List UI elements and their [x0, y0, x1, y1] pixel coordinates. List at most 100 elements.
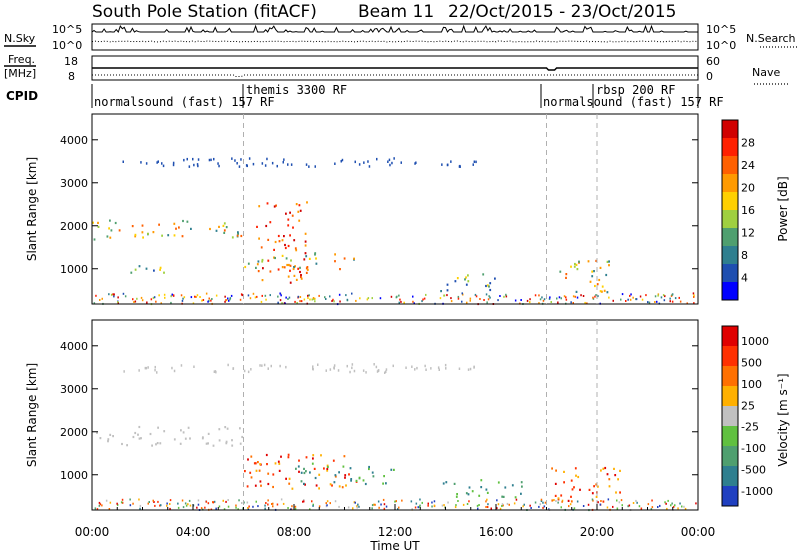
echo-cell [632, 502, 635, 504]
freq-tick-top: 18 [64, 55, 78, 68]
echo-cell [514, 496, 517, 499]
echo-cell [204, 506, 206, 509]
echo-cell [354, 501, 356, 504]
echo-cell [606, 291, 609, 294]
echo-cell [120, 501, 123, 504]
noise-right-tick-top: 10^5 [706, 23, 736, 36]
echo-cell [250, 476, 253, 479]
echo-cell [123, 370, 125, 373]
colorbar-swatch [722, 156, 738, 175]
echo-cell [306, 268, 309, 271]
echo-cell [210, 299, 212, 302]
echo-cell [229, 297, 232, 300]
echo-cell [683, 505, 685, 508]
echo-cell [305, 255, 308, 258]
echo-cell [454, 506, 457, 509]
echo-cell [201, 299, 203, 302]
echo-cell [669, 300, 671, 303]
echo-cell [325, 369, 327, 372]
echo-cell [377, 369, 380, 372]
echo-cell [343, 257, 346, 260]
echo-cell [613, 467, 615, 470]
echo-cell [506, 502, 509, 505]
echo-cell [467, 493, 470, 496]
echo-cell [290, 259, 292, 262]
echo-cell [94, 507, 97, 510]
echo-cell [252, 162, 255, 166]
echo-cell [289, 234, 291, 237]
echo-cell [446, 289, 449, 292]
echo-cell [252, 292, 255, 295]
echo-cell [397, 508, 399, 511]
echo-cell [277, 460, 280, 463]
echo-cell [467, 274, 469, 277]
echo-cell [505, 293, 507, 296]
colorbar-tick-label: 500 [741, 356, 762, 369]
echo-cell [153, 296, 156, 299]
echo-cell [243, 501, 245, 504]
echo-cell [234, 159, 236, 162]
echo-cell [145, 162, 148, 165]
echo-cell [133, 301, 135, 303]
echo-cell [158, 294, 160, 297]
echo-cell [186, 157, 188, 161]
colorbar-swatch [722, 406, 738, 427]
echo-cell [657, 294, 659, 297]
echo-cell [236, 162, 238, 165]
echo-cell [157, 160, 159, 163]
echo-cell [501, 503, 504, 506]
echo-cell [303, 471, 306, 475]
echo-cell [141, 299, 144, 302]
echo-cell [259, 463, 261, 466]
echo-cell [671, 293, 673, 296]
echo-cell [393, 157, 395, 160]
echo-cell [621, 504, 623, 507]
echo-cell [224, 300, 226, 303]
echo-cell [274, 256, 276, 260]
echo-cell [608, 264, 610, 267]
echo-cell [450, 160, 452, 163]
echo-cell [647, 301, 649, 304]
nave-trace [92, 74, 698, 77]
colorbar-tick-label: 100 [741, 378, 762, 391]
echo-cell [442, 482, 445, 485]
echo-cell [304, 252, 307, 255]
colorbar-swatch [722, 326, 738, 347]
echo-cell [494, 277, 496, 280]
echo-cell [273, 256, 275, 259]
echo-cell [180, 294, 183, 297]
echo-cell [222, 499, 224, 502]
echo-cell [132, 298, 134, 301]
cpid-segment-rbsp: rbsp 200 RF [596, 83, 675, 97]
echo-cell [175, 227, 177, 230]
echo-cell [619, 491, 621, 494]
echo-cell [575, 290, 578, 293]
echo-cell [651, 506, 654, 509]
echo-cell [651, 499, 653, 502]
echo-cell [260, 300, 263, 303]
echo-cell [654, 301, 656, 303]
echo-cell [365, 371, 367, 374]
echo-cell [629, 298, 632, 301]
echo-cell [338, 293, 341, 296]
colorbar-swatch [722, 366, 738, 387]
echo-cell [224, 295, 226, 298]
echo-cell [478, 504, 480, 506]
echo-cell [333, 367, 335, 370]
echo-cell [114, 221, 117, 225]
echo-cell [238, 499, 240, 502]
echo-cell [305, 470, 307, 473]
echo-cell [333, 481, 336, 484]
colorbar-tick-label: -1000 [741, 485, 773, 498]
echo-cell [471, 490, 474, 493]
echo-cell [279, 292, 281, 295]
echo-cell [151, 444, 153, 447]
echo-cell [207, 300, 209, 303]
echo-cell [395, 500, 397, 503]
echo-cell [173, 438, 176, 441]
echo-cell [529, 301, 531, 304]
echo-cell [129, 504, 132, 507]
echo-cell [499, 507, 502, 510]
echo-cell [496, 507, 498, 510]
echo-cell [618, 501, 621, 504]
